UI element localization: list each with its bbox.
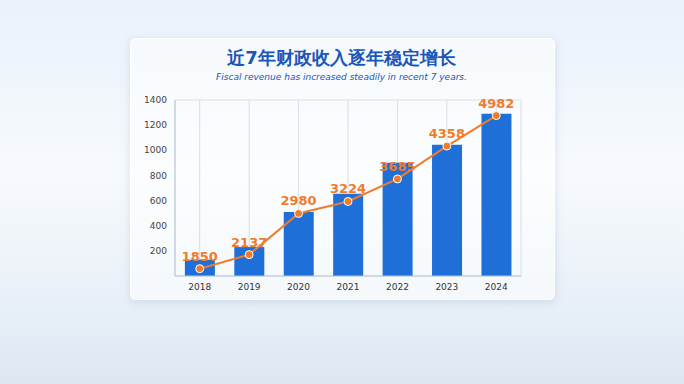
html-text:Fiscal revenue has increased s: Fiscal revenue has increased steadily in… (216, 72, 467, 82)
svg-text:2024: 2024 (485, 282, 508, 292)
svg-text:1200: 1200 (144, 120, 167, 130)
svg-text:4982: 4982 (478, 96, 514, 111)
svg-text:1000: 1000 (144, 145, 167, 155)
svg-text:1850: 1850 (182, 249, 218, 264)
svg-text:2021: 2021 (337, 282, 360, 292)
svg-text:3685: 3685 (379, 159, 415, 174)
svg-text:2137: 2137 (231, 235, 267, 250)
svg-text:800: 800 (150, 171, 167, 181)
svg-text:2018: 2018 (188, 282, 211, 292)
svg-text:2980: 2980 (280, 193, 316, 208)
svg-text:400: 400 (150, 221, 167, 231)
html-text:近7年财政收入逐年稳定增长: 近7年财政收入逐年稳定增长 (227, 47, 456, 68)
svg-text:3224: 3224 (330, 181, 366, 196)
svg-text:2023: 2023 (435, 282, 458, 292)
svg-text:2022: 2022 (386, 282, 409, 292)
svg-text:2020: 2020 (287, 282, 310, 292)
svg-text:2019: 2019 (238, 282, 261, 292)
svg-text:1400: 1400 (144, 95, 167, 105)
svg-text:4358: 4358 (429, 126, 465, 141)
svg-text:200: 200 (150, 246, 167, 256)
svg-text:600: 600 (150, 196, 167, 206)
